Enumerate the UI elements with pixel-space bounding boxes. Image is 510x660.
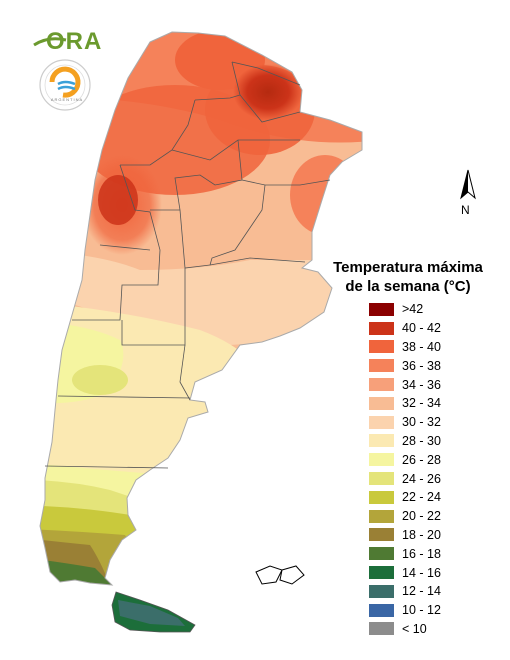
- seal-lower-text: ARGENTINA: [50, 97, 84, 102]
- legend-item: 28 - 30: [368, 432, 441, 451]
- legend-label: 10 - 12: [402, 603, 441, 618]
- argentina-outline: [39, 31, 363, 586]
- legend: >42 40 - 42 38 - 40 36 - 38 34 - 36 32 - 34 30…: [368, 300, 441, 638]
- legend-item: 22 - 24: [368, 488, 441, 507]
- legend-swatch: [368, 301, 395, 317]
- legend-label: 12 - 14: [402, 584, 441, 599]
- legend-item: 14 - 16: [368, 563, 441, 582]
- legend-swatch: [368, 395, 395, 411]
- legend-swatch: [368, 320, 395, 336]
- legend-swatch: [368, 527, 395, 543]
- legend-label: 14 - 16: [402, 565, 441, 580]
- legend-swatch: [368, 377, 395, 393]
- legend-swatch: [368, 489, 395, 505]
- legend-swatch: [368, 565, 395, 581]
- legend-item: 24 - 26: [368, 469, 441, 488]
- legend-swatch: [368, 621, 395, 637]
- legend-swatch: [368, 339, 395, 355]
- legend-label: 28 - 30: [402, 433, 441, 448]
- legend-swatch: [368, 414, 395, 430]
- legend-item: 32 - 34: [368, 394, 441, 413]
- legend-label: 26 - 28: [402, 452, 441, 467]
- legend-swatch: [368, 358, 395, 374]
- legend-label: 32 - 34: [402, 396, 441, 411]
- legend-item: 30 - 32: [368, 413, 441, 432]
- legend-item: 16 - 18: [368, 544, 441, 563]
- legend-swatch: [368, 583, 395, 599]
- legend-label: < 10: [402, 621, 427, 636]
- legend-swatch: [368, 471, 395, 487]
- legend-swatch: [368, 433, 395, 449]
- legend-label: 34 - 36: [402, 377, 441, 392]
- province-borders: [44, 61, 331, 469]
- legend-label: 38 - 40: [402, 339, 441, 354]
- legend-item: 40 - 42: [368, 319, 441, 338]
- legend-title-line1: Temperatura máxima: [333, 259, 483, 276]
- legend-item: 36 - 38: [368, 356, 441, 375]
- legend-item: 12 - 14: [368, 582, 441, 601]
- legend-title: Temperatura máxima de la semana (°C): [318, 258, 498, 296]
- legend-item: 10 - 12: [368, 601, 441, 620]
- legend-label: 22 - 24: [402, 490, 441, 505]
- legend-label: 30 - 32: [402, 415, 441, 430]
- legend-label: 24 - 26: [402, 471, 441, 486]
- ora-logo-swoosh-icon: [33, 37, 67, 47]
- legend-swatch: [368, 508, 395, 524]
- north-label: N: [461, 203, 470, 217]
- legend-swatch: [368, 602, 395, 618]
- malvinas-islands: [255, 565, 305, 585]
- north-arrow-icon: [460, 169, 476, 200]
- legend-swatch: [368, 546, 395, 562]
- legend-item: 20 - 22: [368, 507, 441, 526]
- legend-label: 18 - 20: [402, 527, 441, 542]
- legend-item: 34 - 36: [368, 375, 441, 394]
- legend-item: < 10: [368, 620, 441, 639]
- tierra-del-fuego: [111, 591, 196, 633]
- legend-label: 20 - 22: [402, 509, 441, 524]
- legend-item: 18 - 20: [368, 526, 441, 545]
- legend-label: 36 - 38: [402, 358, 441, 373]
- legend-item: >42: [368, 300, 441, 319]
- legend-item: 38 - 40: [368, 338, 441, 357]
- legend-label: 40 - 42: [402, 321, 441, 336]
- legend-label: >42: [402, 302, 424, 317]
- legend-label: 16 - 18: [402, 546, 441, 561]
- smn-seal-icon: [39, 59, 91, 111]
- legend-title-line2: de la semana (°C): [345, 278, 471, 295]
- legend-swatch: [368, 452, 395, 468]
- legend-item: 26 - 28: [368, 450, 441, 469]
- ora-logo: ORA: [46, 28, 103, 55]
